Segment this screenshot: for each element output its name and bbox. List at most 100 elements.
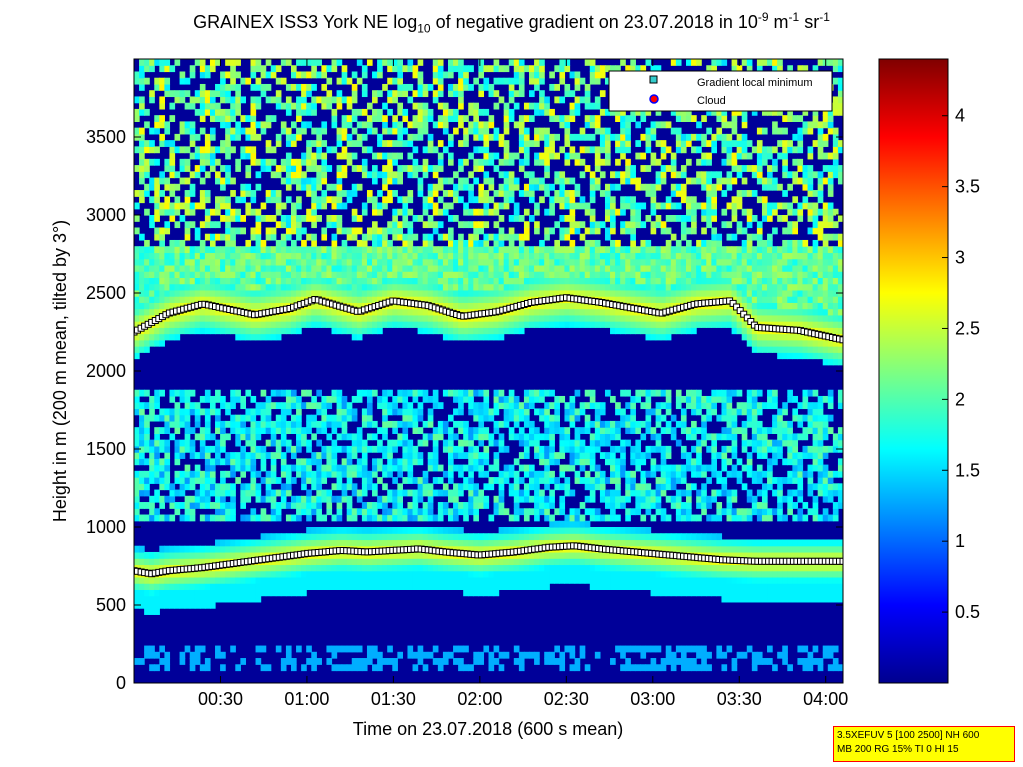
heat-cell <box>169 583 176 590</box>
heat-cell <box>336 395 343 403</box>
heat-cell <box>422 477 429 484</box>
heat-cell <box>468 489 474 497</box>
heat-cell <box>427 414 434 422</box>
heat-cell <box>164 246 171 254</box>
heat-cell <box>154 196 160 204</box>
heat-cell <box>412 539 419 547</box>
heat-cell <box>296 221 302 229</box>
heat-cell <box>285 59 292 66</box>
heat-cell <box>331 296 338 303</box>
heat-cell <box>397 152 403 160</box>
heat-cell <box>529 102 535 110</box>
heat-cell <box>508 408 515 416</box>
heat-cell <box>255 271 262 278</box>
heat-cell <box>215 502 221 509</box>
heat-cell <box>280 271 287 278</box>
heat-cell <box>417 564 424 572</box>
heat-cell <box>341 152 348 160</box>
heat-cell <box>488 115 495 122</box>
heat-cell <box>194 321 201 328</box>
heat-cell <box>377 108 383 116</box>
heat-cell <box>518 402 525 410</box>
heat-cell <box>331 183 338 191</box>
heat-cell <box>341 115 348 122</box>
heat-cell <box>392 508 398 516</box>
heat-cell <box>584 558 591 566</box>
heat-cell <box>382 433 388 441</box>
heat-cell <box>407 208 414 216</box>
heat-cell <box>498 558 505 566</box>
heat-cell <box>280 59 287 66</box>
heat-cell <box>377 533 383 541</box>
heat-cell <box>245 165 252 172</box>
heat-cell <box>387 246 393 254</box>
heat-cell <box>493 327 500 335</box>
heat-cell <box>453 564 459 572</box>
heat-cell <box>361 439 368 447</box>
heat-cell <box>316 171 322 179</box>
heat-cell <box>498 271 505 278</box>
heat-cell <box>296 395 302 403</box>
heat-cell <box>427 458 434 466</box>
heat-cell <box>144 564 150 572</box>
heat-cell <box>361 146 368 154</box>
heat-cell <box>488 208 495 216</box>
heat-cell <box>513 502 520 509</box>
heat-cell <box>235 551 241 559</box>
heat-cell <box>361 502 368 509</box>
heat-cell <box>134 589 140 597</box>
heat-cell <box>336 246 343 254</box>
heat-cell <box>392 527 398 534</box>
heat-cell <box>134 77 140 85</box>
heat-cell <box>230 452 236 459</box>
heat-cell <box>493 102 500 110</box>
heat-cell <box>442 489 449 497</box>
heat-cell <box>270 402 277 410</box>
heat-cell <box>225 402 231 410</box>
heat-cell <box>463 427 469 434</box>
heat-cell <box>397 108 403 116</box>
heat-cell <box>508 583 515 590</box>
heat-cell <box>144 477 150 484</box>
heat-cell <box>184 258 191 266</box>
heat-cell <box>559 183 566 191</box>
heat-cell <box>139 283 145 291</box>
heat-cell <box>285 183 292 191</box>
heat-cell <box>144 439 150 447</box>
heat-cell <box>579 308 586 316</box>
heat-cell <box>579 533 586 541</box>
heat-cell <box>351 183 358 191</box>
heat-cell <box>468 558 474 566</box>
heat-cell <box>164 208 171 216</box>
heat-cell <box>392 215 398 222</box>
heat-cell <box>321 171 328 179</box>
heat-cell <box>574 533 581 541</box>
heat-cell <box>280 408 287 416</box>
heat-cell <box>493 277 500 285</box>
heat-cell <box>523 246 530 254</box>
heat-cell <box>513 121 520 129</box>
heat-cell <box>159 495 165 503</box>
heat-cell <box>225 433 231 441</box>
heat-cell <box>144 302 150 310</box>
heat-cell <box>412 458 419 466</box>
heat-cell <box>447 158 454 166</box>
heat-cell <box>225 483 231 491</box>
heat-cell <box>199 558 206 566</box>
heat-cell <box>296 508 302 516</box>
heat-cell <box>255 96 262 104</box>
heat-cell <box>493 233 500 241</box>
heat-cell <box>164 277 171 285</box>
heat-cell <box>544 420 550 428</box>
heat-cell <box>417 321 424 328</box>
heat-cell <box>539 177 545 185</box>
heat-cell <box>255 489 262 497</box>
heat-cell <box>311 59 317 66</box>
heat-cell <box>468 208 474 216</box>
heat-cell <box>569 508 576 516</box>
heat-cell <box>321 427 328 434</box>
heat-cell <box>529 271 535 278</box>
heat-cell <box>194 420 201 428</box>
heat-cell <box>189 96 196 104</box>
heat-cell <box>544 389 550 397</box>
